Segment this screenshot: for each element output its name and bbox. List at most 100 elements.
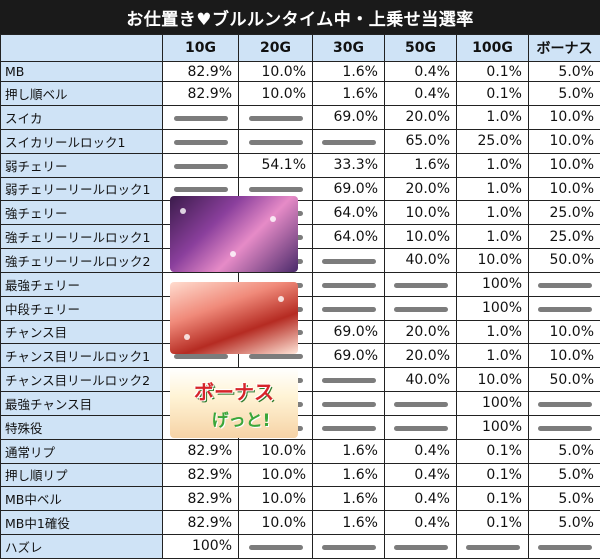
rate-cell: 50.0% — [528, 248, 600, 273]
role-label: 弱チェリー — [0, 152, 163, 178]
rate-cell: 100% — [162, 533, 239, 559]
dash-icon — [248, 544, 303, 550]
table-row: 押し順ベル 82.9% 10.0% 1.6% 0.4% 0.1% 5.0% — [0, 81, 600, 107]
rate-cell: 0.1% — [456, 60, 529, 83]
empty-cell — [384, 533, 457, 559]
empty-cell — [162, 128, 239, 154]
page-title: お仕置き♥ブルルンタイム中・上乗せ当選率 — [0, 0, 600, 34]
role-label: チャンス目リールロック2 — [0, 367, 163, 393]
rate-cell: 0.4% — [384, 60, 457, 83]
rate-cell: 0.1% — [456, 438, 529, 464]
rate-cell: 10.0% — [238, 486, 313, 512]
rate-cell: 64.0% — [312, 224, 385, 250]
dash-icon — [173, 139, 228, 145]
rate-cell: 33.3% — [312, 152, 385, 178]
rate-cell: 0.1% — [456, 81, 529, 107]
table-row: 最強チェリー 100% — [0, 271, 600, 297]
rate-cell: 65.0% — [384, 128, 457, 154]
rate-cell: 5.0% — [528, 60, 600, 83]
empty-cell — [384, 414, 457, 440]
column-header: 100G — [456, 34, 529, 62]
empty-cell — [312, 367, 385, 393]
rate-cell: 1.6% — [312, 81, 385, 107]
dash-icon — [393, 544, 448, 550]
rate-cell: 100% — [456, 295, 529, 321]
rate-cell: 5.0% — [528, 81, 600, 107]
role-label: 弱チェリーリールロック1 — [0, 176, 163, 202]
empty-cell — [528, 391, 600, 416]
rate-cell: 0.4% — [384, 510, 457, 535]
table-row: MB中ベル 82.9% 10.0% 1.6% 0.4% 0.1% 5.0% — [0, 486, 600, 512]
table-row: 弱チェリー 54.1% 33.3% 1.6% 1.0% 10.0% — [0, 152, 600, 178]
empty-cell — [238, 128, 313, 154]
odds-table: 10G 20G 30G 50G 100G ボーナス MB 82.9% 10.0% 1.6% 0.4… — [0, 34, 600, 559]
dash-icon — [248, 354, 303, 360]
role-label: 押し順ベル — [0, 81, 163, 107]
rate-cell: 5.0% — [528, 486, 600, 512]
table-row: 強チェリーリールロック2 40.0% 10.0% 50.0% — [0, 248, 600, 273]
empty-cell — [162, 152, 239, 178]
dash-icon — [248, 115, 303, 121]
empty-cell — [384, 271, 457, 297]
rate-cell: 0.4% — [384, 486, 457, 512]
rate-cell: 1.0% — [456, 224, 529, 250]
rate-cell: 5.0% — [528, 462, 600, 488]
table-row: ハズレ 100% — [0, 533, 600, 559]
role-label: ハズレ — [0, 533, 163, 559]
rate-cell: 10.0% — [528, 343, 600, 369]
column-header: 20G — [238, 34, 313, 62]
rate-cell: 100% — [456, 271, 529, 297]
dash-icon — [321, 139, 376, 145]
empty-cell — [384, 391, 457, 416]
dash-icon — [537, 544, 592, 550]
role-label: MB — [0, 60, 163, 83]
rate-cell: 69.0% — [312, 343, 385, 369]
dash-icon — [393, 306, 448, 312]
empty-cell — [312, 128, 385, 154]
rate-cell: 0.1% — [456, 462, 529, 488]
header-corner — [0, 34, 163, 62]
rate-cell: 82.9% — [162, 510, 239, 535]
dash-icon — [248, 139, 303, 145]
dash-icon — [321, 378, 376, 384]
dash-icon — [321, 544, 376, 550]
empty-cell — [528, 271, 600, 297]
rate-cell: 40.0% — [384, 367, 457, 393]
rate-cell: 5.0% — [528, 510, 600, 535]
rate-cell: 1.6% — [384, 152, 457, 178]
role-label: スイカリールロック1 — [0, 128, 163, 154]
rate-cell: 20.0% — [384, 105, 457, 130]
rate-cell: 10.0% — [238, 462, 313, 488]
rate-cell: 82.9% — [162, 60, 239, 83]
rate-cell: 10.0% — [238, 510, 313, 535]
rate-cell: 1.6% — [312, 60, 385, 83]
rate-cell: 10.0% — [384, 200, 457, 226]
table-row: 特殊役 100% — [0, 414, 600, 440]
rate-cell: 0.4% — [384, 81, 457, 107]
column-header: 50G — [384, 34, 457, 62]
role-label: 最強チャンス目 — [0, 391, 163, 416]
bonus-logo-line1: ボーナス — [194, 380, 274, 404]
dash-icon — [393, 282, 448, 288]
rate-cell: 25.0% — [456, 128, 529, 154]
table-row: 中段チェリー 100% — [0, 295, 600, 321]
empty-cell — [384, 295, 457, 321]
dash-icon — [321, 306, 376, 312]
rate-cell: 10.0% — [528, 319, 600, 345]
rate-cell: 1.6% — [312, 486, 385, 512]
table-row: 強チェリーリールロック1 64.0% 10.0% 1.0% 25.0% — [0, 224, 600, 250]
rate-cell: 25.0% — [528, 200, 600, 226]
rate-cell: 1.6% — [312, 438, 385, 464]
table-row: MB 82.9% 10.0% 1.6% 0.4% 0.1% 5.0% — [0, 60, 600, 83]
rate-cell: 10.0% — [528, 152, 600, 178]
rate-cell: 10.0% — [528, 105, 600, 130]
role-label: スイカ — [0, 105, 163, 130]
rate-cell: 1.0% — [456, 176, 529, 202]
role-label: チャンス目リールロック1 — [0, 343, 163, 369]
table-row: チャンス目リールロック1 69.0% 20.0% 1.0% 10.0% — [0, 343, 600, 369]
dash-icon — [321, 282, 376, 288]
rate-cell: 0.1% — [456, 510, 529, 535]
rate-cell: 82.9% — [162, 81, 239, 107]
role-label: 中段チェリー — [0, 295, 163, 321]
